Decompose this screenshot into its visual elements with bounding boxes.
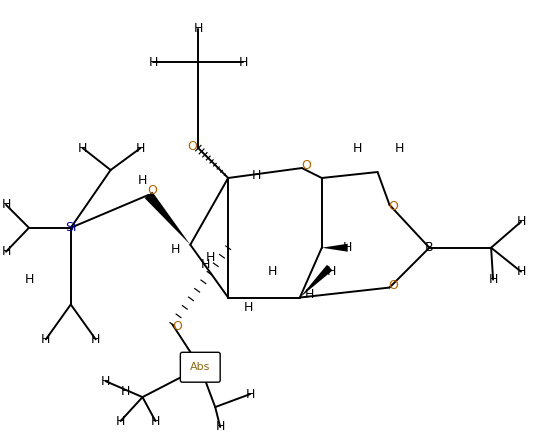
Text: H: H (268, 265, 277, 278)
Text: H: H (121, 385, 130, 398)
Text: H: H (41, 333, 51, 346)
Polygon shape (145, 192, 190, 245)
Text: H: H (201, 258, 210, 271)
Text: H: H (216, 420, 225, 433)
Text: H: H (343, 241, 352, 254)
Text: H: H (2, 198, 11, 211)
Text: B: B (425, 241, 434, 254)
Text: Si: Si (65, 221, 76, 234)
Text: H: H (252, 168, 261, 181)
Text: O: O (187, 140, 197, 153)
Text: H: H (116, 415, 125, 428)
Text: H: H (149, 56, 158, 69)
Text: H: H (206, 251, 215, 264)
Text: Abs: Abs (190, 362, 210, 372)
Text: H: H (327, 265, 336, 278)
Text: H: H (244, 301, 253, 314)
Text: O: O (389, 201, 398, 213)
Polygon shape (300, 265, 333, 297)
Text: H: H (238, 56, 248, 69)
Text: H: H (489, 273, 498, 286)
Text: H: H (101, 375, 111, 388)
Text: H: H (2, 245, 11, 258)
Text: H: H (194, 22, 203, 35)
Text: O: O (389, 279, 398, 292)
Text: H: H (353, 142, 363, 155)
Text: H: H (246, 388, 255, 401)
Text: H: H (91, 333, 100, 346)
Text: H: H (395, 142, 404, 155)
Text: O: O (172, 320, 182, 333)
Text: H: H (171, 243, 180, 256)
Text: H: H (151, 415, 160, 428)
FancyBboxPatch shape (180, 352, 220, 382)
Text: H: H (24, 273, 34, 286)
Polygon shape (322, 244, 348, 252)
Text: H: H (78, 142, 88, 155)
Text: H: H (305, 288, 315, 301)
Text: H: H (136, 142, 145, 155)
Text: H: H (138, 174, 147, 187)
Text: O: O (301, 159, 311, 171)
Text: H: H (516, 265, 525, 278)
Text: H: H (516, 215, 525, 228)
Text: O: O (147, 184, 158, 198)
